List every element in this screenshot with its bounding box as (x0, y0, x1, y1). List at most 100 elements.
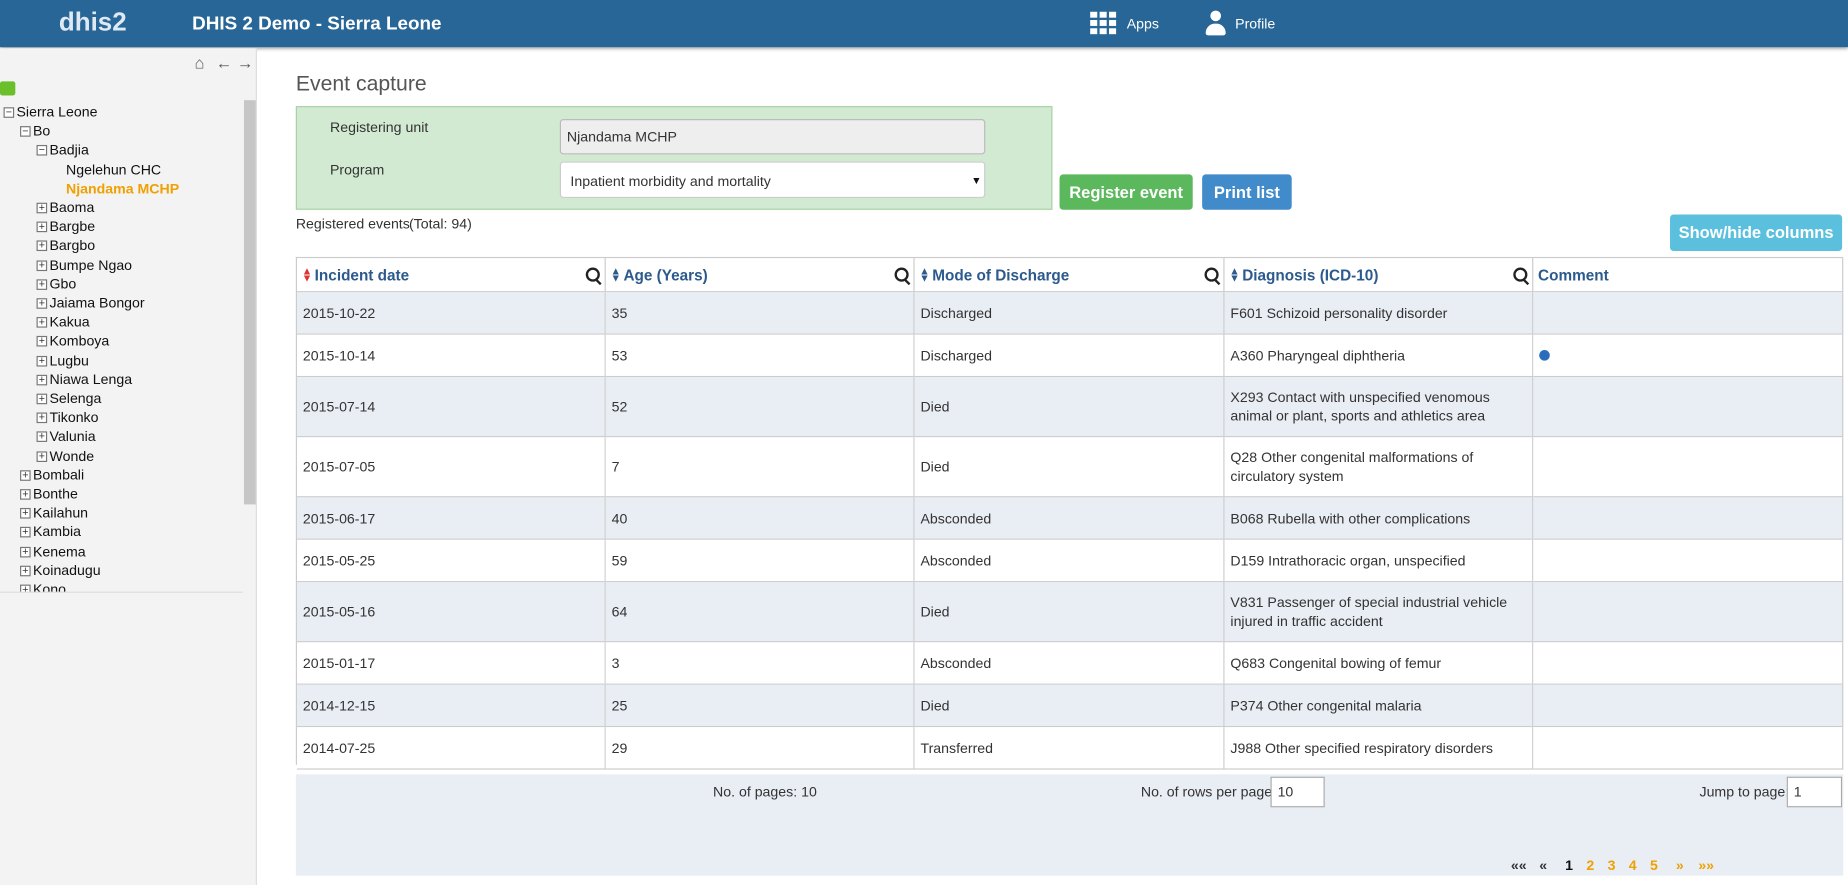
table-cell: J988 Other specified respiratory disorde… (1225, 727, 1534, 769)
filter-icon[interactable] (1513, 268, 1527, 282)
tree-toggle[interactable]: + (20, 546, 31, 557)
table-cell: 25 (606, 685, 915, 727)
tree-node[interactable]: Kenema (33, 543, 86, 560)
tree-toggle[interactable]: + (37, 432, 48, 443)
tree-node[interactable]: Tikonko (49, 409, 98, 425)
tree-toggle[interactable]: + (20, 565, 31, 576)
tree-toggle[interactable]: + (37, 298, 48, 309)
tree-node[interactable]: Kakua (49, 314, 89, 330)
grid-dot (1100, 20, 1107, 26)
tree-toggle[interactable]: + (37, 394, 48, 405)
tree-toggle[interactable]: + (37, 451, 48, 462)
tree-toggle[interactable]: + (37, 203, 48, 214)
column-header[interactable]: ▲▼Incident date (297, 258, 606, 292)
tree-toggle[interactable]: + (37, 279, 48, 290)
tree-node[interactable]: Bargbo (49, 237, 95, 253)
sort-icon[interactable]: ▲▼ (1229, 268, 1240, 282)
page-link[interactable]: 3 (1608, 857, 1616, 873)
tree-toggle[interactable]: + (20, 508, 31, 519)
apps-icon[interactable] (1090, 12, 1116, 36)
table-cell (1533, 292, 1843, 334)
tree-node[interactable]: Bo (33, 123, 50, 139)
table-cell: 2015-07-05 (297, 437, 606, 497)
register-button[interactable]: Register event (1060, 174, 1193, 209)
tree-node[interactable]: Jaiama Bongor (49, 295, 144, 311)
tree-toggle[interactable]: + (20, 585, 31, 593)
tree-node[interactable]: Bombali (33, 466, 84, 482)
page-link[interactable]: 5 (1650, 857, 1658, 873)
profile-icon[interactable] (1204, 11, 1225, 37)
field-label: Program (330, 161, 384, 177)
tree-node[interactable]: Selenga (49, 390, 101, 406)
rows-input[interactable]: 10 (1270, 777, 1324, 808)
tree-toggle[interactable]: + (20, 527, 31, 538)
tree-toggle[interactable]: − (4, 107, 15, 118)
unit-input[interactable]: Njandama MCHP (560, 119, 985, 154)
tree-node[interactable]: Bargbe (49, 218, 95, 234)
page-link[interactable]: 2 (1586, 857, 1594, 873)
tree-node[interactable]: Koinadugu (33, 562, 101, 578)
tree-node[interactable]: Niawa Lenga (49, 371, 132, 387)
tree-node[interactable]: Wonde (49, 447, 94, 464)
filter-icon[interactable] (1204, 268, 1218, 282)
column-title[interactable]: Incident date (315, 266, 410, 285)
tree-toggle[interactable]: + (37, 222, 48, 233)
tree-toggle[interactable]: − (37, 145, 48, 156)
filter-icon[interactable] (895, 268, 909, 282)
tree-toggle[interactable]: + (20, 489, 31, 500)
filter-icon[interactable] (586, 268, 600, 282)
page-link[interactable]: 4 (1629, 857, 1637, 873)
logo[interactable]: dhis2 (59, 7, 127, 38)
tree-node[interactable]: Kono (33, 581, 66, 593)
tree-node[interactable]: Komboya (49, 333, 109, 349)
tree-node[interactable]: Sierra Leone (16, 104, 97, 120)
print-button[interactable]: Print list (1202, 174, 1292, 209)
nav-icon[interactable]: ← (216, 53, 232, 72)
column-header[interactable]: ▲▼Diagnosis (ICD-10) (1225, 258, 1534, 292)
table-cell: 2015-10-14 (297, 335, 606, 377)
jump-input[interactable]: 1 (1787, 777, 1842, 808)
tree-toggle[interactable]: + (37, 336, 48, 347)
tree-node[interactable]: Valunia (49, 428, 95, 444)
sort-icon[interactable]: ▲▼ (919, 268, 930, 282)
page-link[interactable]: « (1539, 857, 1547, 873)
sort-icon[interactable]: ▲▼ (302, 268, 313, 282)
tree-node[interactable]: Bumpe Ngao (49, 256, 132, 273)
nav-icon[interactable]: ⌂ (194, 53, 204, 72)
tree-node[interactable]: Kailahun (33, 505, 88, 521)
tree-node[interactable]: Ngelehun CHC (66, 161, 161, 177)
tree-node[interactable]: Badjia (49, 142, 88, 158)
tree-node[interactable]: Bonthe (33, 486, 78, 502)
page-link[interactable]: 1 (1565, 857, 1573, 873)
profile-link[interactable]: Profile (1235, 15, 1275, 31)
tree-node[interactable]: Kambia (33, 524, 81, 541)
page-link[interactable]: » (1676, 857, 1684, 873)
tree-node[interactable]: Njandama MCHP (66, 180, 179, 196)
tree-toggle[interactable]: + (37, 375, 48, 386)
columns-button[interactable]: Show/hide columns (1670, 214, 1842, 251)
tree-toggle[interactable]: + (37, 355, 48, 366)
tree-toggle[interactable]: + (37, 260, 48, 271)
column-header[interactable]: ▲▼Mode of Discharge (915, 258, 1225, 292)
page-link[interactable]: »» (1698, 857, 1714, 873)
nav-icon[interactable]: → (237, 53, 253, 72)
column-header[interactable]: ▲▼Age (Years) (606, 258, 915, 292)
search-icon[interactable] (0, 81, 15, 95)
tree-toggle[interactable]: − (20, 126, 31, 137)
info-icon[interactable] (1539, 350, 1550, 361)
tree-node[interactable]: Baoma (49, 199, 94, 215)
apps-link[interactable]: Apps (1127, 15, 1159, 31)
sort-icon[interactable]: ▲▼ (610, 268, 621, 282)
table-cell: 2015-07-14 (297, 377, 606, 437)
tree-toggle[interactable]: + (37, 241, 48, 252)
tree-node[interactable]: Lugbu (49, 352, 88, 369)
tree-toggle[interactable]: + (37, 413, 48, 424)
column-title[interactable]: Mode of Discharge (932, 266, 1069, 285)
tree-toggle[interactable]: + (20, 470, 31, 481)
page-link[interactable]: «« (1511, 857, 1527, 873)
column-title[interactable]: Age (Years) (623, 266, 707, 285)
tree-node[interactable]: Gbo (49, 276, 76, 292)
tree-toggle[interactable]: + (37, 317, 48, 328)
column-title[interactable]: Diagnosis (ICD-10) (1242, 266, 1378, 285)
program-select[interactable]: Inpatient morbidity and mortality (560, 161, 985, 198)
